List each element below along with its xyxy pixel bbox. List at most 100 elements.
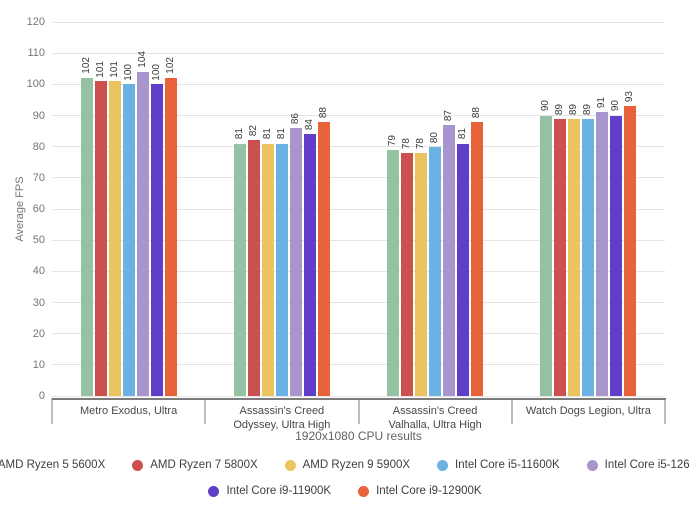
bar: 79: [387, 135, 400, 396]
bar: 89: [554, 104, 567, 396]
bar-value-label: 81: [233, 128, 245, 140]
legend-item: AMD Ryzen 7 5800X: [132, 459, 258, 471]
y-tick-label: 90: [32, 109, 45, 122]
legend-row: Intel Core i9-11900K Intel Core i9-12900K: [0, 479, 690, 503]
bar: 91: [596, 97, 609, 396]
bar-value-label: 78: [401, 137, 413, 149]
y-tick-label: 40: [32, 265, 45, 278]
legend-item: Intel Core i9-12900K: [358, 485, 482, 497]
bar-value-label: 91: [596, 97, 608, 109]
legend-item: AMD Ryzen 9 5900X: [284, 459, 411, 471]
bar-value-label: 100: [150, 63, 162, 81]
gridline: [52, 52, 665, 54]
bar: 102: [164, 57, 177, 396]
gridline: [52, 21, 665, 23]
gridline: [52, 364, 665, 366]
bar-value-label: 81: [457, 128, 469, 140]
legend-item: Intel Core i9-11900K: [208, 485, 331, 497]
bar: 100: [122, 64, 135, 396]
bar: 86: [289, 113, 302, 396]
bar-value-label: 102: [80, 57, 92, 75]
bar: 104: [136, 51, 149, 396]
bar-group: 81 82 81 81 86 84 88: [205, 22, 358, 396]
bar: 81: [261, 128, 274, 396]
bar-value-label: 81: [275, 128, 287, 140]
bar: 84: [303, 119, 316, 396]
legend-label: Intel Core i9-11900K: [226, 485, 332, 497]
bar: 89: [582, 104, 595, 396]
bar: 81: [233, 128, 246, 396]
category-tick-band: [51, 398, 666, 426]
legend-label: AMD Ryzen 7 5800X: [150, 459, 258, 471]
legend-label: Intel Core i5-11600K: [455, 459, 560, 471]
bar: 89: [568, 104, 581, 396]
bar: 78: [415, 138, 428, 396]
y-axis-title: Average FPS: [14, 176, 26, 242]
y-tick-label: 50: [32, 234, 45, 247]
legend-swatch-icon: [284, 459, 296, 471]
category-label: Watch Dogs Legion, Ultra: [525, 405, 651, 417]
bar: 80: [429, 132, 442, 396]
gridline: [52, 83, 665, 85]
y-tick-label: 60: [32, 203, 45, 215]
gridline: [52, 177, 665, 179]
bar-value-label: 101: [108, 60, 120, 78]
bar: 88: [471, 107, 484, 396]
category-tick: [664, 398, 666, 424]
gridline: [52, 395, 665, 397]
legend-label: AMD Ryzen 9 5900X: [302, 459, 411, 471]
bar-value-label: 101: [94, 60, 106, 78]
y-tick-label: 80: [32, 140, 45, 153]
bar-value-label: 100: [122, 63, 134, 81]
bar-row: 90 89 89 89 91 90 93: [512, 22, 665, 396]
legend-swatch-icon: [437, 459, 449, 471]
legend-item: AMD Ryzen 5 5600X: [0, 459, 105, 471]
bar: 82: [247, 125, 260, 396]
category-tick: [511, 398, 513, 424]
bar-value-label: 89: [554, 103, 566, 115]
bar-value-label: 86: [289, 112, 301, 124]
gridline: [52, 146, 665, 148]
legend-swatch-icon: [586, 459, 598, 471]
legend-row: AMD Ryzen 5 5600X AMD Ryzen 7 5800X AMD Ry…: [0, 453, 690, 477]
bar-value-label: 82: [247, 125, 259, 137]
gridline: [52, 208, 665, 210]
y-tick-label: 20: [32, 327, 45, 340]
gridline: [52, 239, 665, 241]
bar-value-label: 102: [164, 57, 176, 75]
bar-row: 102 101 101 100 104 100 102: [52, 22, 205, 396]
category-tick: [51, 398, 53, 424]
y-tick-label: 0: [38, 390, 45, 402]
bar-value-label: 89: [568, 103, 580, 115]
legend-swatch-icon: [358, 485, 370, 497]
x-axis-title: 1920x1080 CPU results: [295, 429, 422, 443]
bar-group: 90 89 89 89 91 90 93: [512, 22, 665, 396]
legend-label: AMD Ryzen 5 5600X: [0, 459, 106, 471]
bar-group: 102 101 101 100 104 100 102: [52, 22, 205, 396]
bar-value-label: 84: [303, 119, 315, 131]
y-tick-label: 30: [32, 296, 45, 309]
y-tick-label: 120: [26, 16, 45, 28]
bar-value-label: 88: [317, 106, 329, 118]
bar-row: 81 82 81 81 86 84 88: [205, 22, 358, 396]
x-axis-line: [52, 398, 666, 400]
y-tick-label: 100: [26, 78, 45, 91]
category-label: Assassin's Creed Odyssey, Ultra High: [233, 405, 331, 432]
bar: 93: [624, 91, 637, 396]
y-tick-label: 10: [32, 358, 45, 371]
bar-value-label: 89: [582, 103, 594, 115]
legend-swatch-icon: [132, 459, 144, 471]
bar-value-label: 90: [610, 100, 622, 112]
legend-label: Intel Core i5-12600K: [604, 459, 690, 471]
bar-group: 79 78 78 80 87 81 88: [359, 22, 512, 396]
bar-value-label: 88: [471, 106, 483, 118]
gridline: [52, 115, 665, 116]
legend-item: Intel Core i5-12600K: [586, 459, 690, 471]
bar: 90: [610, 100, 623, 396]
gridline: [52, 302, 665, 303]
bar-value-label: 80: [429, 131, 441, 143]
bar: 101: [108, 61, 121, 396]
bar-value-label: 104: [136, 51, 148, 68]
bar: 78: [401, 138, 414, 396]
bar: 90: [540, 100, 553, 396]
